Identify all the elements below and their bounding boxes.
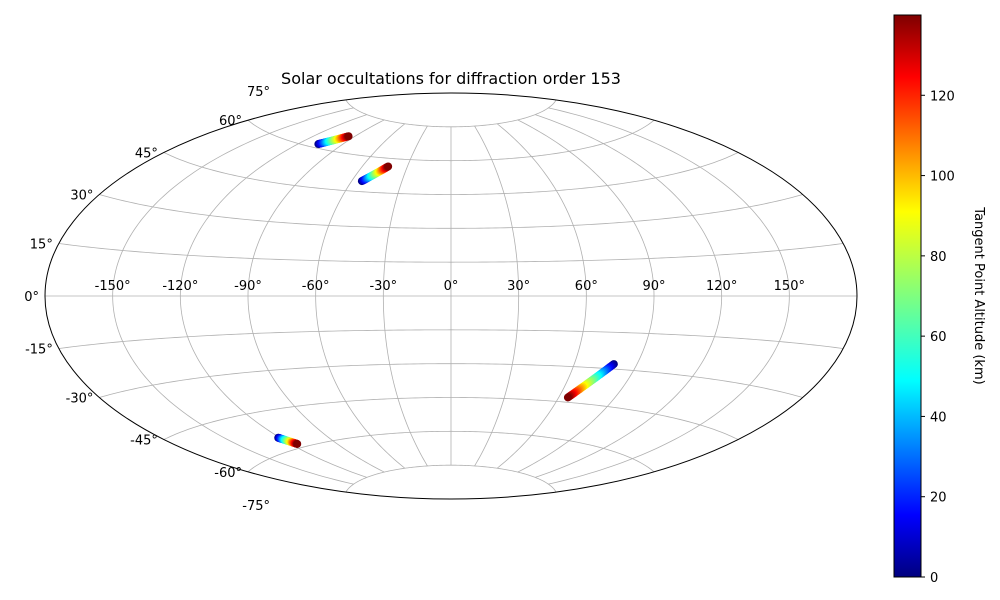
colorbar-tick-label: 20 [930, 491, 947, 506]
parallel-4 [58, 243, 844, 263]
lat-tick-label: 60° [219, 114, 242, 129]
lon-tick-label: -150° [95, 279, 131, 294]
lon-tick-label: -60° [302, 279, 330, 294]
data-point [563, 393, 572, 402]
colorbar-label: Tangent Point Altitude (km) [971, 206, 986, 384]
colorbar-tick-label: 100 [930, 170, 955, 185]
lon-tick-labels: -150° -120° -90° -60° -30° 0° 30° 60° 90° 120° 150… [95, 279, 805, 294]
lat-tick-label: 45° [135, 146, 158, 161]
colorbar-ticks: 0 20 40 60 80 100 120 [921, 89, 955, 586]
parallel-0 [345, 99, 557, 128]
chart-title: Solar occultations for diffraction order… [281, 69, 621, 88]
grid [45, 99, 857, 493]
colorbar-tick-label: 80 [930, 250, 947, 265]
parallel-1 [247, 119, 655, 162]
lon-tick-label: 30° [507, 279, 530, 294]
lat-tick-label: 30° [70, 189, 93, 204]
lon-tick-label: 90° [642, 279, 665, 294]
lat-tick-label: -30° [66, 392, 94, 407]
lon-tick-label: 0° [444, 279, 459, 294]
map-frame [44, 92, 858, 500]
lat-tick-label: -45° [130, 434, 158, 449]
lat-tick-label: -15° [25, 343, 53, 358]
lon-tick-label: 60° [575, 279, 598, 294]
parallel-10 [345, 464, 557, 493]
parallel-9 [247, 430, 655, 473]
data-point [344, 132, 353, 141]
lat-tick-label: 75° [247, 85, 270, 100]
lat-tick-label: -60° [214, 466, 242, 481]
data-point [384, 162, 393, 171]
lat-tick-labels: 75° 60° 45° 30° 15° 0° -15° -30° -45° -60° -75° [24, 85, 270, 514]
data-point [293, 439, 302, 448]
colorbar-tick-label: 40 [930, 410, 947, 425]
lon-tick-label: -120° [162, 279, 198, 294]
parallel-6 [58, 329, 844, 349]
parallel-7 [99, 363, 803, 398]
lat-tick-label: 15° [30, 237, 53, 252]
colorbar-tick-label: 120 [930, 89, 955, 104]
lat-tick-label: -75° [242, 499, 270, 514]
colorbar [893, 14, 922, 578]
colorbar-tick-label: 60 [930, 330, 947, 345]
lon-tick-label: 120° [706, 279, 737, 294]
parallel-8 [163, 397, 739, 440]
lon-tick-label: -90° [234, 279, 262, 294]
parallel-2 [163, 152, 739, 195]
lon-tick-label: -30° [369, 279, 397, 294]
parallel-3 [99, 194, 803, 229]
colorbar-tick-label: 0 [930, 571, 938, 586]
lon-tick-label: 150° [774, 279, 805, 294]
lat-tick-label: 0° [24, 290, 39, 305]
data-points [274, 132, 618, 448]
